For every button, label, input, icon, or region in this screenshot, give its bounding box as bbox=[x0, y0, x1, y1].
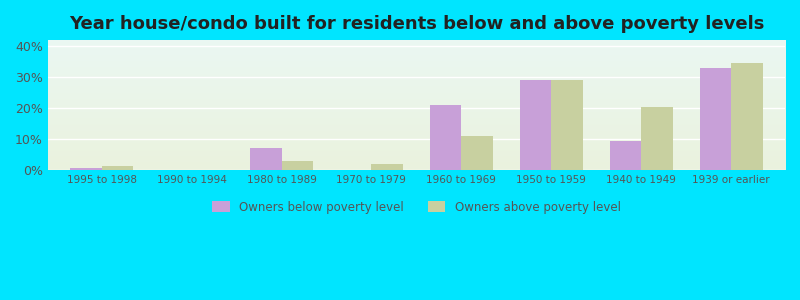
Bar bbox=[699, 68, 731, 170]
Legend: Owners below poverty level, Owners above poverty level: Owners below poverty level, Owners above… bbox=[207, 196, 626, 218]
Bar bbox=[462, 136, 493, 170]
Bar bbox=[641, 106, 673, 170]
Bar bbox=[520, 80, 551, 170]
Bar bbox=[610, 140, 641, 170]
Title: Year house/condo built for residents below and above poverty levels: Year house/condo built for residents bel… bbox=[69, 15, 764, 33]
Bar bbox=[731, 63, 762, 170]
Bar bbox=[282, 160, 313, 170]
Bar bbox=[371, 164, 403, 170]
Bar bbox=[102, 166, 133, 170]
Bar bbox=[430, 105, 462, 170]
Bar bbox=[250, 148, 282, 170]
Bar bbox=[551, 80, 582, 170]
Bar bbox=[70, 168, 102, 170]
